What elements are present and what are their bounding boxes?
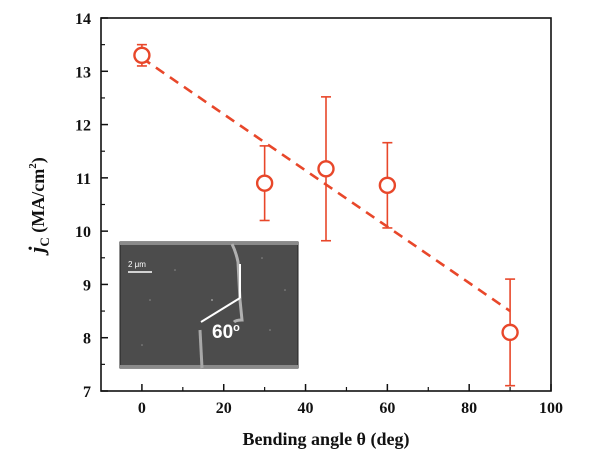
- x-tick-label: 20: [216, 400, 232, 417]
- x-tick-label: 60: [379, 400, 395, 417]
- y-tick-label: 9: [83, 277, 91, 294]
- data-point: [378, 176, 397, 195]
- y-tick-label: 7: [83, 384, 91, 401]
- x-tick-label: 100: [539, 400, 563, 417]
- y-tick-label: 11: [76, 171, 91, 188]
- data-point: [133, 46, 151, 64]
- inset-sem-image: 2 μm 60o: [119, 241, 299, 369]
- x-axis-ticks: 0 20 40 60 80 100: [138, 384, 563, 417]
- inset-angle-line-diagonal: [200, 297, 241, 323]
- data-markers: [133, 46, 519, 342]
- data-point: [501, 323, 519, 342]
- x-tick-label: 80: [461, 400, 477, 417]
- x-axis-title: Bending angle θ (deg): [243, 429, 410, 450]
- x-tick-label: 40: [298, 400, 314, 417]
- y-tick-label: 8: [83, 331, 91, 348]
- y-tick-label: 10: [75, 224, 91, 241]
- y-tick-label: 13: [75, 64, 91, 81]
- y-axis-title: jC (MA/cm2): [24, 157, 52, 255]
- y-tick-label: 12: [75, 118, 91, 135]
- x-tick-label: 0: [138, 400, 146, 417]
- y-tick-label: 14: [75, 11, 91, 28]
- data-point: [317, 160, 335, 178]
- data-point: [255, 174, 274, 192]
- inset-angle-label: 60o: [212, 322, 240, 343]
- inset-scale-label: 2 μm: [128, 260, 146, 269]
- y-axis-ticks: 7 8 9 10 11 12 13 14: [75, 11, 108, 401]
